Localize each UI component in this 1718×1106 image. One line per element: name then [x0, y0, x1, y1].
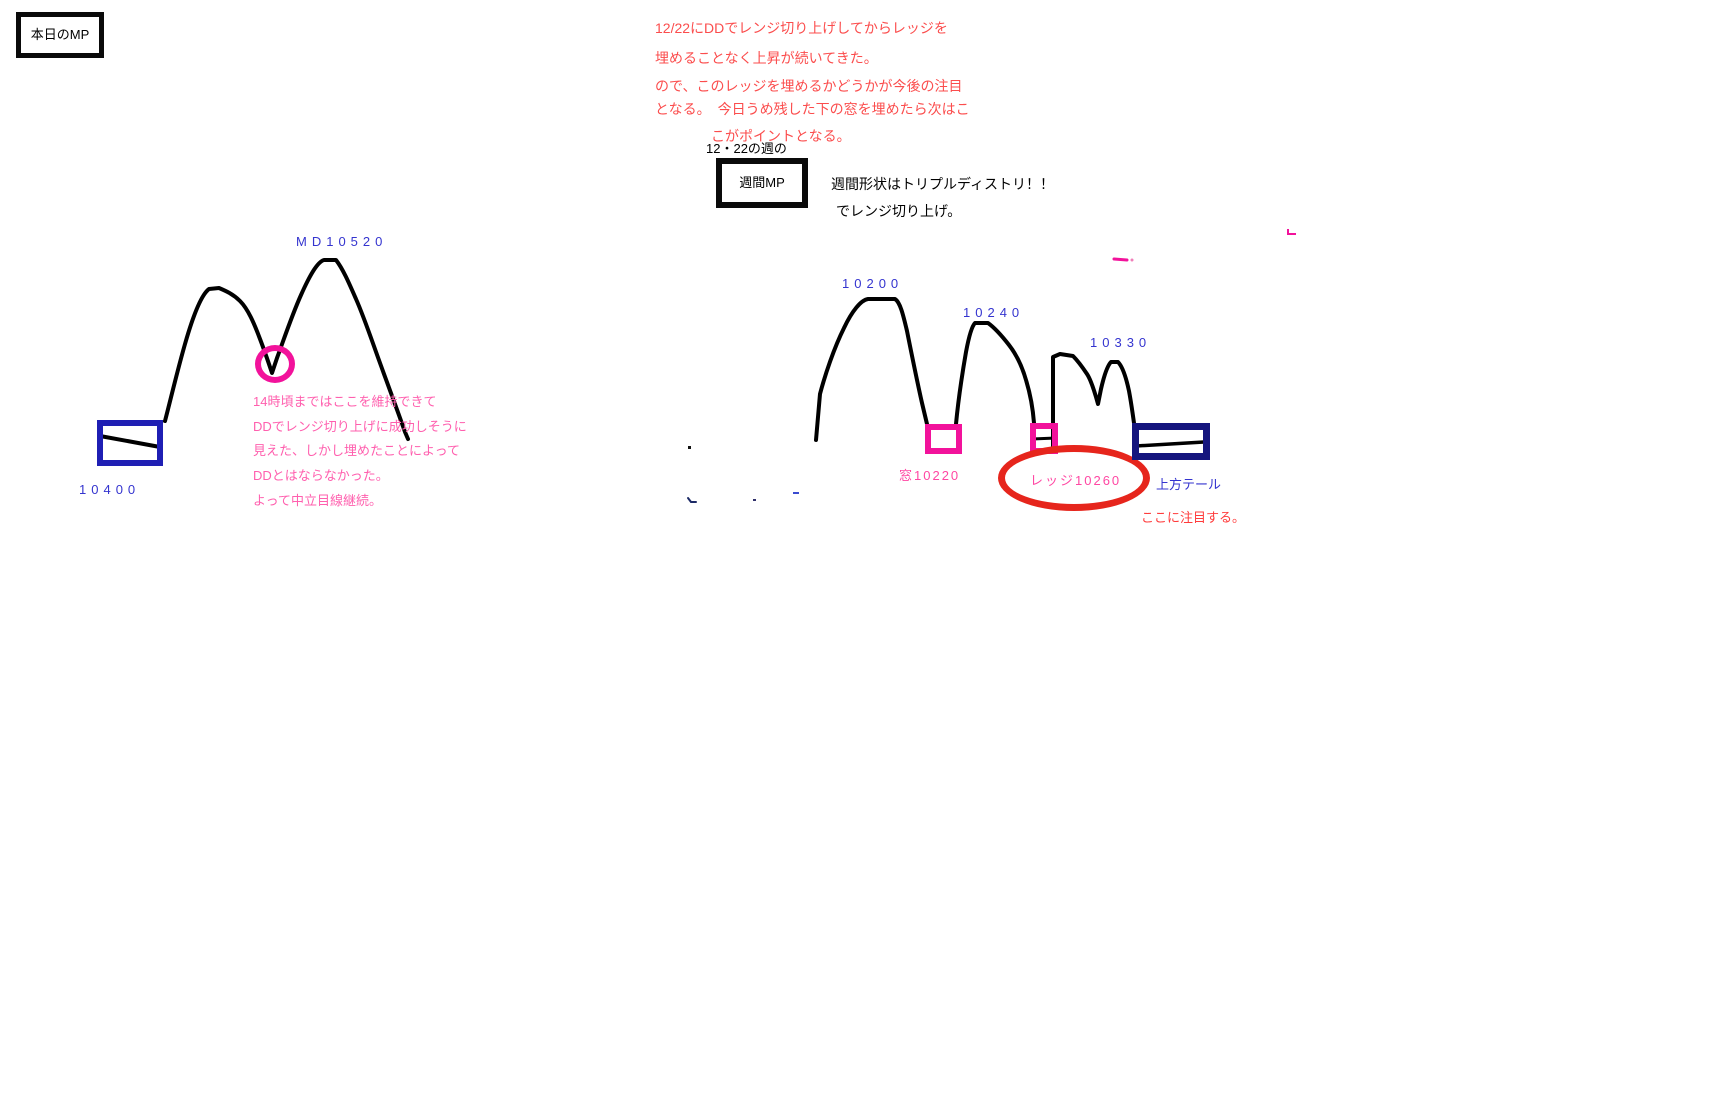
weekly-ledge-label: レッジ10260: [1030, 473, 1122, 488]
daily-valley-circle: [255, 345, 295, 383]
weekly-dist2-curve: [954, 321, 1036, 426]
weekly-tail-label: 上方テール: [1156, 477, 1222, 492]
top-red-note-line: こがポイントとなる。: [711, 128, 851, 144]
weekly-range-note: でレンジ切り上げ。: [836, 203, 962, 219]
weekly-ledge-ellipse: [998, 445, 1150, 511]
weekly-close-line: [1134, 440, 1206, 448]
stray-pink-dash: [1112, 257, 1129, 262]
today-mp-label: 本日のMP: [30, 27, 90, 43]
weekly-focus-note: ここに注目する。: [1141, 510, 1246, 525]
weekly-dist2-price-label: 10240: [963, 305, 1025, 320]
top-red-note-line: 12/22にDDでレンジ切り上げしてからレッジを: [655, 20, 948, 36]
weekly-shape-note: 週間形状はトリプルディストリ！！: [831, 176, 1055, 192]
daily-pink-note-line: よって中立目線継続。: [253, 493, 382, 508]
weekly-window-box: [925, 424, 962, 454]
daily-pink-note-line: 14時頃まではここを維持できて: [253, 394, 437, 409]
weekly-close-box: [1132, 423, 1210, 460]
stray-pink-dot: [1130, 258, 1134, 262]
daily-pink-note-line: DDとはならなかった。: [253, 468, 389, 483]
top-red-note-line: ので、このレッジを埋めるかどうかが今後の注目: [655, 78, 963, 94]
stray-dark-dot: [753, 499, 756, 501]
stray-pink-mark-top: [1287, 229, 1296, 235]
stray-blue-squiggle: [687, 497, 697, 503]
top-red-note-line: となる。 今日うめ残した下の窓を埋めたら次はこ: [655, 101, 970, 117]
weekly-window-label: 窓10220: [899, 468, 961, 483]
weekly-dist1-price-label: 10200: [842, 276, 904, 291]
stray-blue-dash: [793, 492, 799, 494]
daily-peak-price-label: MD10520: [296, 234, 388, 249]
stray-black-dot: [688, 446, 691, 449]
daily-pink-note-line: 見えた、しかし埋めたことによって: [253, 443, 460, 458]
week-caption: 12・22の週の: [706, 141, 787, 156]
top-red-note-line: 埋めることなく上昇が続いてきた。: [655, 50, 878, 66]
daily-pink-note-line: DDでレンジ切り上げに成功しそうに: [253, 419, 467, 434]
today-mp-frame: 本日のMP: [16, 12, 104, 58]
weekly-dist3-curve: [1051, 352, 1139, 448]
weekly-dist3-price-label: 10330: [1090, 335, 1152, 350]
weekly-dist1-curve: [814, 297, 929, 442]
daily-open-price-label: 10400: [79, 482, 141, 497]
weekly-mp-label: 週間MP: [739, 175, 785, 191]
daily-open-line: [98, 434, 162, 449]
daily-open-box: [97, 420, 163, 466]
weekly-mp-frame: 週間MP: [716, 158, 808, 208]
